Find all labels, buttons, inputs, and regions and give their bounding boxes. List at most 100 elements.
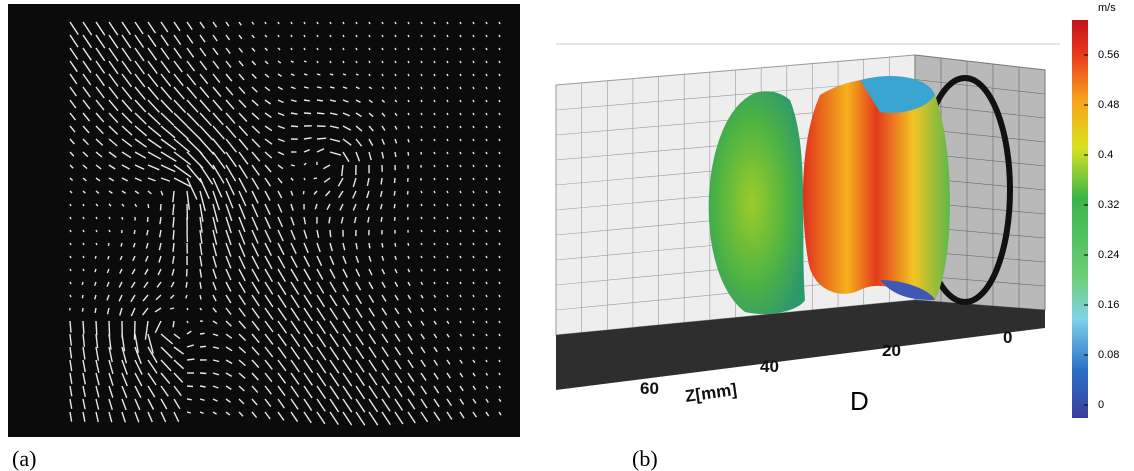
vector: [421, 230, 422, 232]
vector: [369, 243, 370, 248]
vector: [499, 139, 500, 141]
vector: [200, 386, 206, 387]
vector: [83, 204, 84, 206]
vector: [447, 22, 448, 24]
iso-surface: [803, 78, 950, 300]
vector: [369, 74, 370, 76]
vector: [421, 113, 422, 115]
vector: [70, 256, 71, 258]
vector: [304, 113, 311, 114]
vector: [499, 282, 500, 284]
vector: [317, 138, 326, 139]
vector: [304, 178, 305, 180]
vector: [395, 243, 396, 247]
vector: [70, 243, 71, 245]
vector: [434, 269, 435, 271]
vector: [408, 139, 409, 142]
vector: [95, 308, 96, 313]
vector: [122, 217, 123, 220]
vector: [447, 87, 448, 89]
vector: [304, 22, 305, 24]
panel-label: (b): [632, 446, 658, 471]
vector: [447, 165, 448, 167]
vector: [330, 22, 331, 24]
vector: [486, 113, 487, 115]
vector: [460, 165, 461, 167]
vector: [486, 191, 487, 193]
vector: [96, 217, 97, 219]
vector: [473, 230, 474, 232]
colorbar-ticks: 0.560.480.40.320.240.160.080: [1084, 49, 1119, 411]
vector: [473, 126, 474, 128]
vector: [382, 35, 383, 37]
vector: [408, 87, 409, 89]
vector: [421, 61, 422, 63]
vector: [486, 347, 487, 349]
vector: [291, 22, 292, 24]
vector: [460, 61, 461, 63]
vector: [291, 35, 292, 37]
vector: [447, 35, 448, 37]
vector: [408, 74, 409, 76]
vector: [499, 152, 500, 154]
vector: [408, 100, 409, 102]
vector: [173, 230, 174, 240]
vector: [421, 204, 422, 206]
vector: [317, 61, 318, 63]
colorbar-tick-label: 0: [1098, 399, 1104, 411]
vector: [291, 48, 292, 50]
vector: [460, 243, 461, 245]
vector: [460, 308, 461, 310]
vector: [382, 22, 383, 24]
vector: [486, 139, 487, 141]
vector: [499, 243, 500, 245]
vector: [187, 308, 188, 310]
vector: [499, 61, 500, 63]
vector: [96, 243, 97, 245]
colorbar-tick-label: 0.16: [1098, 299, 1119, 311]
vector: [408, 204, 409, 207]
vector: [121, 243, 122, 247]
vector: [486, 87, 487, 89]
vector: [499, 178, 500, 180]
vector: [394, 204, 395, 208]
vector: [499, 100, 500, 102]
vector: [317, 74, 320, 75]
vector: [173, 243, 174, 252]
vector: [173, 217, 174, 228]
vector: [356, 35, 357, 37]
vector: [499, 321, 500, 323]
vector: [499, 334, 500, 336]
vector: [434, 152, 435, 154]
vector: [434, 191, 435, 193]
vector: [460, 139, 461, 141]
vector: [304, 35, 305, 37]
vector: [486, 308, 487, 310]
vector: [473, 74, 474, 76]
vector: [486, 165, 487, 167]
vector: [499, 35, 500, 37]
vector: [499, 308, 500, 310]
vector: [421, 48, 422, 50]
colorbar-tick-label: 0.08: [1098, 349, 1119, 361]
vector: [499, 87, 500, 89]
vector: [499, 74, 500, 76]
vector: [356, 48, 357, 50]
vector: [108, 243, 109, 246]
vector: [265, 22, 266, 24]
vector: [343, 22, 344, 24]
vector: [291, 165, 295, 166]
vector: [473, 48, 474, 50]
vector: [486, 230, 487, 232]
vector: [314, 178, 317, 179]
colorbar-tick-label: 0.56: [1098, 49, 1119, 61]
vector: [317, 35, 318, 37]
vector: [343, 74, 346, 75]
vector: [447, 48, 448, 50]
vector: [486, 243, 487, 245]
vector: [460, 321, 461, 323]
vector: [421, 243, 422, 245]
vector: [382, 74, 383, 76]
vector: [473, 87, 474, 89]
colorbar-unit: m/s: [1098, 2, 1116, 14]
